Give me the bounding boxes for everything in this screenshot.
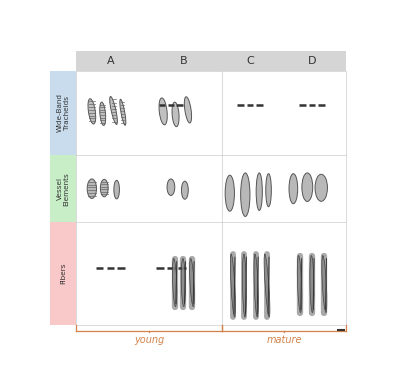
- Text: A: A: [107, 56, 114, 66]
- Ellipse shape: [310, 255, 314, 312]
- FancyBboxPatch shape: [144, 51, 222, 71]
- Ellipse shape: [182, 181, 188, 199]
- FancyBboxPatch shape: [76, 51, 144, 71]
- Ellipse shape: [87, 179, 96, 199]
- Ellipse shape: [88, 99, 96, 124]
- Text: young: young: [134, 335, 164, 346]
- Ellipse shape: [297, 255, 302, 312]
- Ellipse shape: [225, 175, 234, 211]
- Ellipse shape: [322, 255, 327, 312]
- Ellipse shape: [181, 259, 185, 307]
- FancyBboxPatch shape: [222, 51, 278, 71]
- Ellipse shape: [266, 174, 271, 207]
- Ellipse shape: [254, 254, 258, 317]
- Ellipse shape: [172, 259, 177, 307]
- Ellipse shape: [110, 96, 117, 124]
- Ellipse shape: [241, 173, 250, 216]
- Text: mature: mature: [266, 335, 302, 346]
- FancyBboxPatch shape: [76, 71, 346, 324]
- Ellipse shape: [184, 97, 192, 123]
- Ellipse shape: [190, 259, 194, 307]
- FancyBboxPatch shape: [50, 155, 76, 222]
- Ellipse shape: [100, 102, 106, 126]
- FancyBboxPatch shape: [278, 51, 346, 71]
- Text: B: B: [180, 56, 187, 66]
- Text: Wide-Band
Tracheids: Wide-Band Tracheids: [57, 93, 70, 132]
- Ellipse shape: [289, 174, 298, 204]
- Text: D: D: [308, 56, 316, 66]
- Ellipse shape: [230, 254, 236, 317]
- Ellipse shape: [114, 180, 120, 199]
- FancyBboxPatch shape: [50, 71, 76, 155]
- Ellipse shape: [256, 173, 262, 211]
- Ellipse shape: [242, 254, 246, 317]
- Ellipse shape: [264, 254, 270, 317]
- Ellipse shape: [172, 102, 179, 127]
- Ellipse shape: [100, 179, 108, 197]
- Ellipse shape: [167, 179, 175, 195]
- Text: Fibers: Fibers: [60, 263, 66, 284]
- FancyBboxPatch shape: [50, 222, 76, 324]
- Text: Vessel
Elements: Vessel Elements: [57, 172, 70, 206]
- Text: C: C: [246, 56, 254, 66]
- Ellipse shape: [315, 174, 328, 201]
- Ellipse shape: [120, 99, 126, 125]
- Ellipse shape: [159, 98, 167, 125]
- Ellipse shape: [302, 173, 313, 202]
